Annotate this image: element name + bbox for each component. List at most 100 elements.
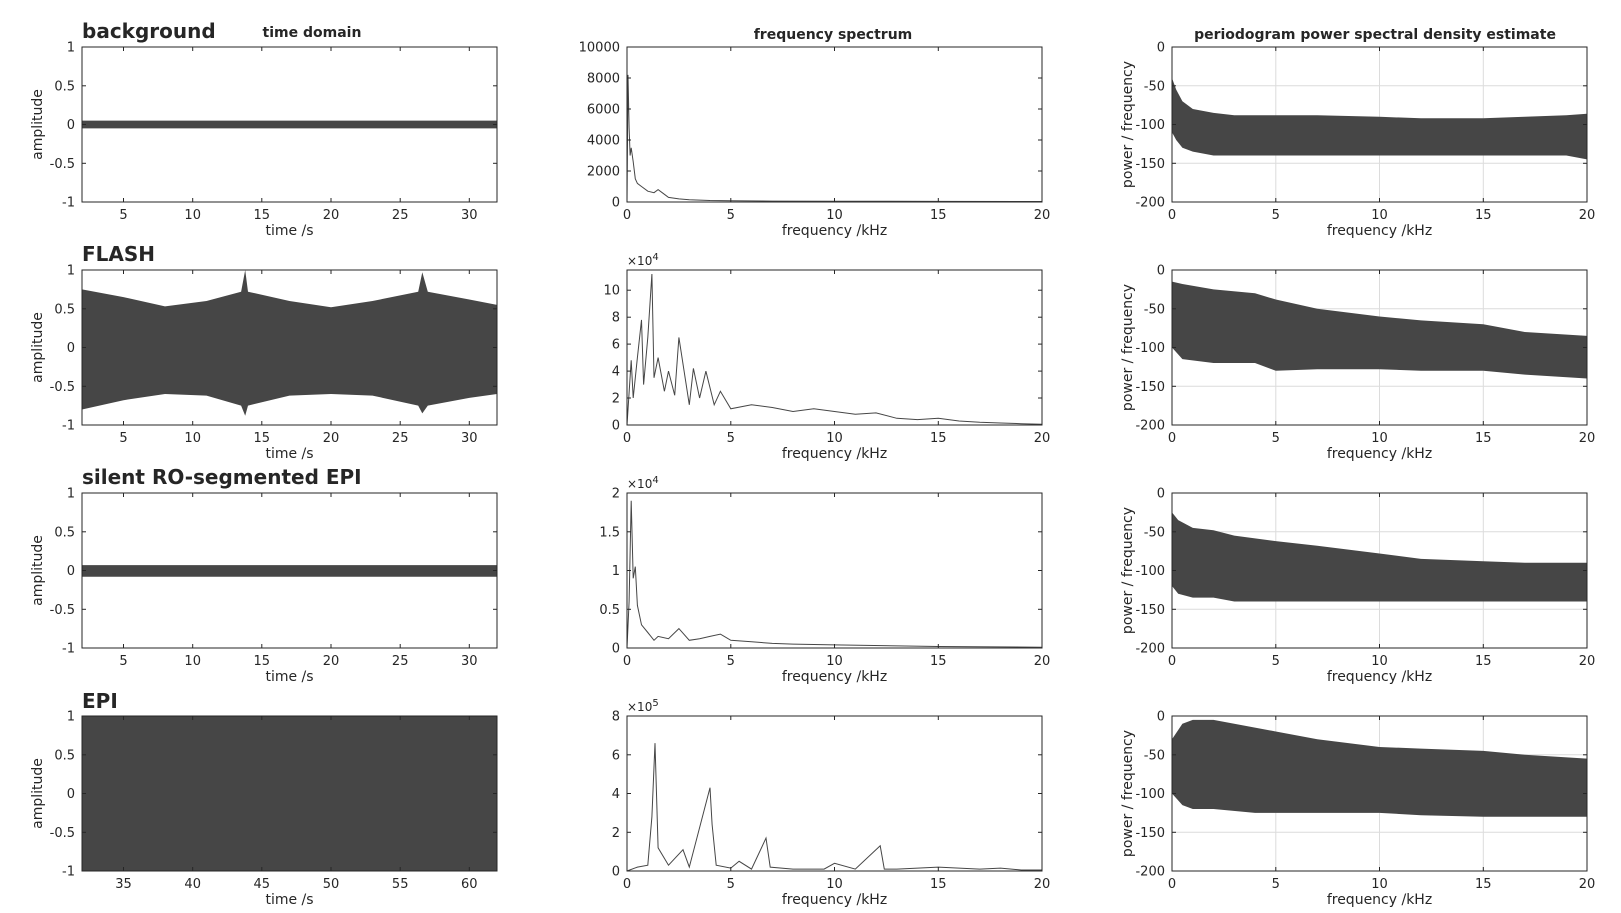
x-tick-label: 25 bbox=[392, 654, 409, 669]
x-tick-label: 5 bbox=[1272, 431, 1280, 446]
y-tick-label: -0.5 bbox=[50, 603, 75, 618]
y-axis-label: power / frequency bbox=[1120, 61, 1136, 188]
x-tick-label: 0 bbox=[1168, 654, 1176, 669]
y-tick-label: -100 bbox=[1135, 564, 1165, 579]
x-tick-label: 50 bbox=[323, 877, 340, 892]
y-tick-label: 0 bbox=[1157, 264, 1165, 279]
y-tick-label: 2 bbox=[612, 487, 620, 502]
x-tick-label: 20 bbox=[323, 654, 340, 669]
y-tick-label: 4 bbox=[612, 365, 620, 380]
x-tick-label: 20 bbox=[1034, 431, 1051, 446]
y-tick-label: -200 bbox=[1135, 196, 1165, 211]
y-axis-label: amplitude bbox=[30, 312, 46, 383]
y-tick-label: 4 bbox=[612, 787, 620, 802]
x-tick-label: 15 bbox=[930, 877, 947, 892]
x-axis-label: frequency /kHz bbox=[782, 446, 887, 462]
x-tick-label: 30 bbox=[461, 654, 478, 669]
x-tick-label: 10 bbox=[184, 431, 201, 446]
x-tick-label: 0 bbox=[1168, 877, 1176, 892]
subplot-r2-c2: 0 5 10 15 20 -200 -150 -100 -50 0 frequency /kHz po… bbox=[1120, 487, 1595, 686]
series-0-line bbox=[626, 500, 1043, 649]
subplot-r3-c1: 0 5 10 15 20 0 2 4 6 8 frequency /kHz ×105 bbox=[612, 698, 1051, 908]
y-tick-label: -50 bbox=[1144, 525, 1165, 540]
column-title-frequency-spectrum: frequency spectrum bbox=[754, 27, 913, 43]
y-tick-label: 8 bbox=[612, 710, 620, 725]
x-tick-label: 20 bbox=[323, 431, 340, 446]
series-0-line bbox=[626, 74, 1043, 203]
x-tick-label: 0 bbox=[1168, 208, 1176, 223]
y-tick-label: 4000 bbox=[587, 134, 620, 149]
y-tick-label: 1 bbox=[67, 487, 75, 502]
x-tick-label: 10 bbox=[184, 654, 201, 669]
axes-background bbox=[626, 46, 1043, 203]
subplot-r2-c1: 0 5 10 15 20 0 0.5 1 1.5 2 frequency /kHz ×104 bbox=[599, 475, 1050, 685]
x-axis-label: frequency /kHz bbox=[1327, 669, 1432, 685]
y-tick-label: 6 bbox=[612, 748, 620, 763]
x-tick-label: 30 bbox=[461, 208, 478, 223]
y-tick-label: 0.5 bbox=[54, 748, 75, 763]
x-tick-label: 30 bbox=[461, 431, 478, 446]
y-tick-label: 0 bbox=[612, 196, 620, 211]
x-tick-label: 15 bbox=[254, 654, 271, 669]
x-tick-label: 10 bbox=[1371, 208, 1388, 223]
x-tick-label: 0 bbox=[1168, 431, 1176, 446]
y-tick-label: 10000 bbox=[579, 41, 620, 56]
y-tick-label: 0 bbox=[612, 865, 620, 880]
x-tick-label: 10 bbox=[826, 654, 843, 669]
x-tick-label: 25 bbox=[392, 431, 409, 446]
x-axis-label: time /s bbox=[265, 892, 313, 908]
x-tick-label: 20 bbox=[1034, 654, 1051, 669]
y-tick-label: -150 bbox=[1135, 603, 1165, 618]
series-0-band bbox=[1172, 281, 1587, 379]
x-tick-label: 25 bbox=[392, 208, 409, 223]
x-tick-label: 5 bbox=[727, 208, 735, 223]
y-tick-label: 1 bbox=[67, 710, 75, 725]
y-tick-label: -1 bbox=[62, 419, 75, 434]
x-tick-label: 10 bbox=[826, 431, 843, 446]
x-axis-label: time /s bbox=[265, 446, 313, 462]
series-0-band bbox=[1172, 719, 1587, 817]
y-tick-label: 0 bbox=[67, 787, 75, 802]
y-axis-label: power / frequency bbox=[1120, 507, 1136, 634]
y-tick-label: 0.5 bbox=[54, 79, 75, 94]
x-tick-label: 35 bbox=[115, 877, 132, 892]
x-tick-label: 0 bbox=[623, 208, 631, 223]
x-axis-label: time /s bbox=[265, 223, 313, 239]
y-tick-label: -0.5 bbox=[50, 157, 75, 172]
y-axis-label: power / frequency bbox=[1120, 284, 1136, 411]
y-tick-label: -0.5 bbox=[50, 380, 75, 395]
y-tick-label: 1 bbox=[67, 264, 75, 279]
panel-title: FLASH bbox=[82, 242, 155, 266]
y-exponent-label: ×104 bbox=[627, 475, 659, 491]
x-tick-label: 15 bbox=[1475, 877, 1492, 892]
y-axis-label: amplitude bbox=[30, 89, 46, 160]
subplot-r0-c2: 0 5 10 15 20 -200 -150 -100 -50 0 frequency /kHz po… bbox=[1120, 41, 1595, 240]
x-tick-label: 5 bbox=[727, 877, 735, 892]
y-tick-label: 6000 bbox=[587, 103, 620, 118]
x-tick-label: 20 bbox=[1579, 877, 1596, 892]
x-axis-label: frequency /kHz bbox=[782, 892, 887, 908]
x-tick-label: 55 bbox=[392, 877, 409, 892]
y-tick-label: -0.5 bbox=[50, 826, 75, 841]
x-tick-label: 5 bbox=[119, 654, 127, 669]
x-tick-label: 20 bbox=[1579, 654, 1596, 669]
x-tick-label: 0 bbox=[623, 877, 631, 892]
y-axis-label: amplitude bbox=[30, 758, 46, 829]
x-tick-label: 45 bbox=[254, 877, 271, 892]
y-tick-label: 10 bbox=[603, 284, 620, 299]
y-tick-label: -150 bbox=[1135, 157, 1165, 172]
column-title-time-domain: time domain bbox=[263, 25, 362, 41]
x-tick-label: 15 bbox=[1475, 431, 1492, 446]
y-tick-label: 8 bbox=[612, 311, 620, 326]
x-tick-label: 10 bbox=[826, 877, 843, 892]
x-tick-label: 5 bbox=[1272, 654, 1280, 669]
y-tick-label: 0 bbox=[612, 642, 620, 657]
series-0-band bbox=[82, 565, 497, 577]
y-axis-label: amplitude bbox=[30, 535, 46, 606]
series-0-line bbox=[626, 743, 1042, 872]
x-tick-label: 0 bbox=[623, 654, 631, 669]
axes-background bbox=[626, 492, 1043, 649]
y-tick-label: -1 bbox=[62, 196, 75, 211]
x-tick-label: 20 bbox=[1034, 208, 1051, 223]
